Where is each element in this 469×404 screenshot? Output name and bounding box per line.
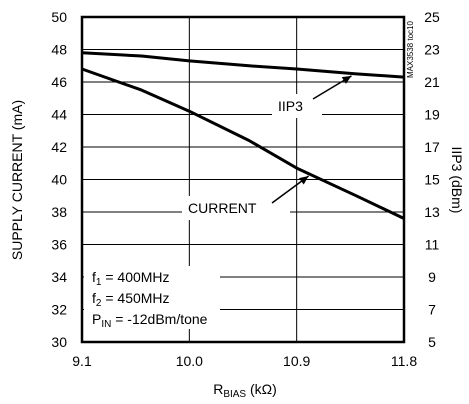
y-left-tick-label: 32 [51,302,67,318]
y-right-tick-label: 15 [424,172,440,188]
condition-f1: f1 = 400MHz [92,269,170,288]
plot-frame [80,15,406,344]
current-arrow [271,175,310,204]
y-right-tick-label: 7 [428,302,436,318]
y-right-tick-label: 23 [424,42,440,58]
series-layer [81,51,405,220]
x-axis-title: RBIAS (kΩ) [213,381,277,400]
y-right-tick-label: 21 [424,74,440,90]
y-left-tick-label: 48 [51,42,67,58]
y-axis-right-title: IIP3 (dBm) [449,147,465,214]
y-right-tick-label: 9 [428,269,436,285]
y-left-tick-label: 50 [51,9,67,25]
y-right-tick-label: 17 [424,139,440,155]
y-left-tick-label: 40 [51,172,67,188]
conditions-background [84,266,220,329]
y-left-tick-label: 36 [51,237,67,253]
series-line-current [81,67,405,220]
x-tick-label: 9.1 [72,353,92,369]
y-left-tick-label: 38 [51,204,67,220]
y-right-tick-label: 13 [424,204,440,220]
x-tick-labels: 9.1 10.0 10.9 11.8 [72,353,417,369]
y-right-tick-label: 19 [424,107,440,123]
y-left-tick-label: 44 [51,107,67,123]
condition-f2: f2 = 450MHz [92,290,170,309]
x-tick-label: 11.8 [391,353,417,369]
y-left-tick-label: 46 [51,74,67,90]
left-tick-labels: 30 32 34 36 38 40 42 44 46 48 50 [51,9,67,350]
iip3-arrow [312,75,352,100]
y-right-tick-label: 11 [425,237,440,253]
right-tick-labels: 5 7 9 11 13 15 17 19 21 23 25 [424,9,440,350]
condition-pin: PIN = -12dBm/tone [92,311,208,330]
x-tick-label: 10.0 [176,353,203,369]
figure-id: MAX3538 toc10 [406,21,415,78]
annotation-layer: IIP3 CURRENT [84,75,352,329]
series-label-iip3: IIP3 [278,98,303,114]
y-right-tick-label: 25 [424,9,440,25]
y-left-tick-label: 34 [51,269,67,285]
y-right-tick-label: 5 [428,334,436,350]
series-line-iip3 [81,51,405,79]
y-left-tick-label: 30 [51,334,67,350]
y-left-tick-label: 42 [51,139,67,155]
series-label-current: CURRENT [188,200,257,216]
y-axis-left-title: SUPPLY CURRENT (mA) [9,100,25,260]
x-tick-label: 10.9 [283,353,310,369]
current-label-background [182,196,290,220]
